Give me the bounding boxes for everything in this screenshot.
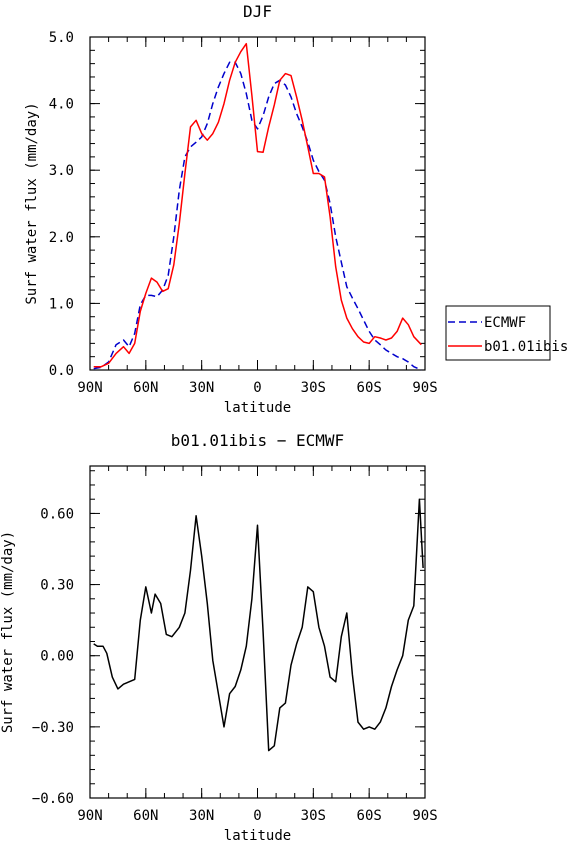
x-tick-label: 90S — [412, 808, 437, 824]
y-tick-label: 1.0 — [49, 296, 74, 312]
legend-label: b01.01ibis — [484, 339, 568, 355]
x-tick-label: 30N — [189, 808, 214, 824]
y-tick-label: 0.0 — [49, 363, 74, 379]
x-tick-label: 60N — [133, 380, 158, 396]
plot-frame — [89, 36, 426, 371]
x-tick-label: 0 — [253, 808, 261, 824]
chart-2: b01.01ibis − ECMWF 90N 60N 30N 0 30S 60S 90S −0.… — [0, 431, 438, 844]
series-line-1 — [93, 498, 424, 752]
legend-box — [445, 305, 551, 361]
y-tick-label: 4.0 — [49, 97, 74, 113]
y-tick-label: 5.0 — [49, 30, 74, 46]
y-tick-label: 0.00 — [40, 649, 74, 665]
chart-title: DJF — [243, 2, 272, 21]
chart-title: b01.01ibis − ECMWF — [171, 431, 344, 450]
x-tick-label: 30N — [189, 380, 214, 396]
x-axis-title: latitude — [224, 828, 291, 844]
y-tick-label: 3.0 — [49, 163, 74, 179]
y-tick-label: −0.30 — [32, 720, 74, 736]
legend: ECMWF b01.01ibis — [445, 305, 568, 361]
y-tick-label: 0.60 — [40, 506, 74, 522]
y-axis-title: Surf water flux (mm/day) — [24, 102, 40, 304]
y-tick-label: 2.0 — [49, 230, 74, 246]
y-tick-label: 0.30 — [40, 578, 74, 594]
series-line-1 — [93, 61, 422, 371]
x-tick-label: 30S — [301, 380, 326, 396]
x-tick-label: 90N — [77, 380, 102, 396]
x-tick-label: 60S — [357, 808, 382, 824]
series-line-2 — [93, 42, 422, 368]
x-axis-title: latitude — [224, 400, 291, 416]
x-tick-label: 90N — [77, 808, 102, 824]
legend-label: ECMWF — [484, 315, 526, 331]
x-tick-label: 90S — [412, 380, 437, 396]
plot-frame — [89, 465, 426, 799]
x-tick-label: 30S — [301, 808, 326, 824]
y-tick-label: −0.60 — [32, 791, 74, 807]
y-axis-title: Surf water flux (mm/day) — [0, 531, 16, 733]
x-tick-label: 0 — [253, 380, 261, 396]
chart-1: DJF 90N 60N 30N 0 30S 60S 90S 0.0 1.0 2.0 3.0 4.0 5.0… — [24, 2, 568, 416]
x-tick-label: 60N — [133, 808, 158, 824]
x-tick-label: 60S — [357, 380, 382, 396]
